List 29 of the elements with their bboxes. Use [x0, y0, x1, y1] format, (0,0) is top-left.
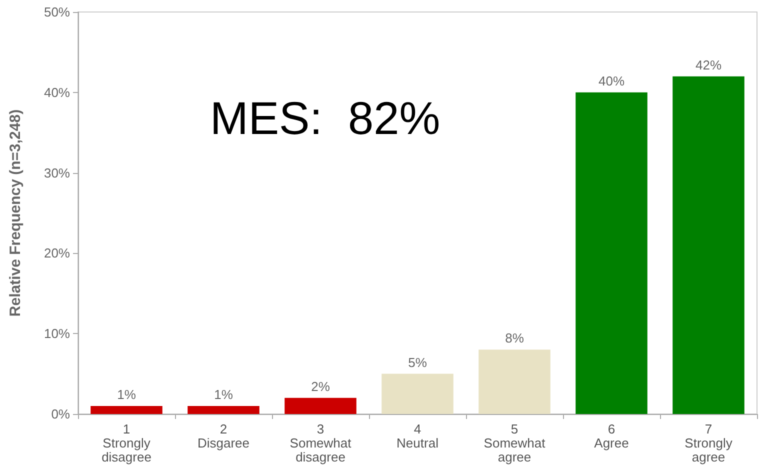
data-label: 1% [117, 386, 136, 402]
bar [188, 406, 260, 414]
y-tick-label: 30% [44, 165, 70, 180]
bar [90, 406, 162, 414]
y-tick-label: 10% [44, 326, 70, 342]
bar [576, 92, 648, 414]
y-axis-title: Relative Frequency (n=3,248) [7, 109, 24, 317]
bar [478, 350, 550, 414]
data-label: 5% [408, 354, 428, 370]
data-label: 2% [311, 378, 330, 394]
data-label: 42% [695, 57, 722, 72]
x-tick-label: 7 Strongly agree [684, 422, 733, 464]
bar [382, 374, 454, 414]
x-tick-label: 4 Neutral [396, 422, 439, 450]
x-tick-label: 2 Disgaree [197, 422, 250, 450]
y-tick-label: 0% [51, 406, 70, 422]
x-tick-label: 6 Agree [594, 422, 629, 450]
y-tick-label: 20% [44, 246, 70, 261]
data-label: 1% [214, 386, 234, 402]
bar [672, 76, 744, 414]
x-tick-label: 3 Somewhat disagree [290, 422, 352, 464]
y-tick-label: 50% [44, 4, 70, 20]
annotation: MES: 82% [210, 92, 440, 144]
x-tick-label: 1 Strongly disagree [102, 422, 152, 464]
y-tick-label: 40% [44, 84, 70, 100]
data-label: 40% [598, 73, 625, 88]
bar [284, 398, 356, 414]
x-tick-label: 5 Somewhat agree [484, 422, 546, 464]
data-label: 8% [505, 330, 524, 346]
